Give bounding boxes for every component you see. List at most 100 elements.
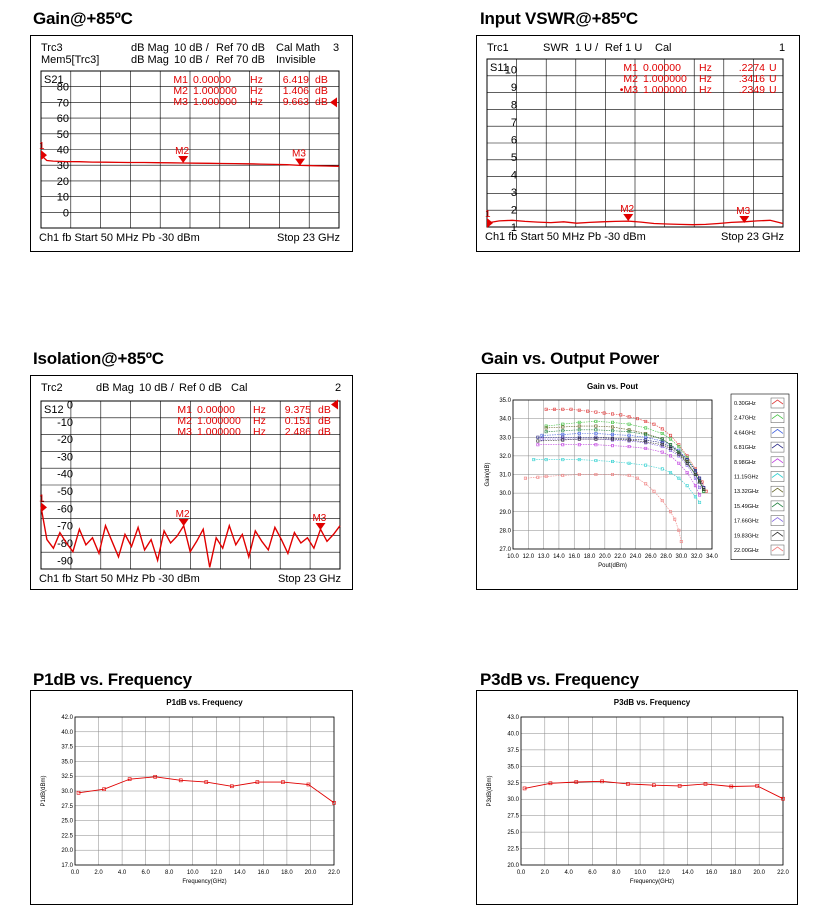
legend-swatch-box <box>770 500 785 512</box>
marker-label: M3 <box>312 513 326 524</box>
marker-name: M2 <box>623 73 638 85</box>
data-point <box>693 476 697 480</box>
trace-name: S21 <box>44 74 64 86</box>
vswr-title: Input VSWR@+85ºC <box>480 9 638 28</box>
header-text: Trc2 <box>41 382 63 394</box>
x-tick-label: 20.0 <box>599 554 611 560</box>
marker-1-label: 1 <box>39 141 45 152</box>
data-point <box>669 433 673 437</box>
x-tick-label: 34.0 <box>706 554 718 560</box>
data-point <box>281 780 285 784</box>
header-text: Ref 1 U <box>605 42 642 54</box>
y-tick-label: 20 <box>57 176 69 188</box>
y-tick-label: 25.0 <box>507 830 519 836</box>
data-point <box>178 778 183 783</box>
data-point <box>611 459 615 463</box>
legend-entry-label: 0.30GHz <box>734 401 756 407</box>
data-point <box>561 432 565 436</box>
marker-value-unit: U <box>769 84 777 96</box>
data-point <box>544 407 548 411</box>
data-point <box>702 487 706 491</box>
plot-title: P1dB vs. Frequency <box>166 698 243 707</box>
y-tick-label: 35.0 <box>61 759 73 765</box>
data-point <box>594 443 598 447</box>
y-tick-label: 32.0 <box>499 454 511 460</box>
series-line <box>537 444 700 496</box>
data-point <box>544 426 548 430</box>
marker-label: M2 <box>176 509 190 520</box>
x-tick-label: 0.0 <box>71 870 80 876</box>
data-point <box>698 480 702 484</box>
x-tick-label: 10.0 <box>634 870 646 876</box>
data-point <box>660 427 664 431</box>
marker-1-triangle <box>487 217 493 228</box>
series-line <box>524 780 784 800</box>
data-point <box>569 407 573 411</box>
legend-swatch-box <box>770 530 785 541</box>
y-tick-label: 0 <box>63 207 69 219</box>
y-tick-label: 3 <box>511 187 517 199</box>
data-point <box>677 461 681 465</box>
y-tick-label: 28.0 <box>499 528 511 534</box>
data-point <box>644 438 648 442</box>
data-point <box>627 430 631 434</box>
header-text: dB Mag <box>131 42 169 54</box>
legend-swatch-box <box>770 485 785 497</box>
data-point <box>685 461 689 465</box>
x-axis-label: Pout(dBm) <box>598 563 627 569</box>
plot-frame <box>74 716 335 866</box>
data-point <box>652 489 656 493</box>
y-tick-label: 31.0 <box>499 473 511 479</box>
data-point <box>332 801 336 805</box>
legend-swatch-box <box>770 456 785 468</box>
plot-title: P3dB vs. Frequency <box>614 698 691 707</box>
marker-name: M1 <box>623 62 638 74</box>
y-tick-label: 32.5 <box>61 774 73 780</box>
data-point <box>536 443 540 447</box>
data-point <box>660 445 664 449</box>
marker-value-unit: dB <box>315 96 328 108</box>
footer-left: Ch1 fb Start 50 MHz Pb -30 dBm <box>39 573 200 585</box>
y-tick-label: 2 <box>511 205 517 217</box>
marker-freq-unit: Hz <box>253 426 266 438</box>
data-point <box>577 428 581 432</box>
data-point <box>635 417 639 421</box>
x-tick-label: 6.0 <box>141 870 150 876</box>
data-point <box>600 779 604 784</box>
header-text: SWR <box>543 42 569 54</box>
marker-name: M1 <box>173 74 188 86</box>
data-point <box>522 786 527 791</box>
data-point <box>561 473 565 477</box>
x-tick-label: 8.0 <box>612 870 621 876</box>
plot-title: Gain vs. Pout <box>587 382 638 391</box>
marker-value-unit: dB <box>315 85 328 97</box>
marker-name: M2 <box>177 415 192 427</box>
x-tick-label: 16.0 <box>706 870 718 876</box>
y-tick-label: 25.0 <box>61 819 73 825</box>
marker-triangle <box>178 519 189 527</box>
legend-swatch <box>771 473 784 478</box>
y-tick-label: 22.5 <box>507 847 519 853</box>
data-point <box>561 425 565 429</box>
x-tick-label: 10.0 <box>507 554 519 560</box>
y-tick-label: -40 <box>57 469 73 481</box>
isolation-panel: Trc2 dB Mag 10 dB / Ref 0 dB Cal 2 S12 0 -10 -20 -… <box>30 375 353 590</box>
data-point <box>532 458 536 462</box>
marker-freq-unit: Hz <box>250 96 263 108</box>
legend-swatch-box <box>770 544 785 556</box>
data-point <box>660 437 664 441</box>
header-text: Mem5[Trc3] <box>41 54 99 66</box>
data-point <box>611 429 615 433</box>
marker-name: M2 <box>173 85 188 97</box>
x-tick-label: 18.0 <box>281 870 293 876</box>
legend-swatch <box>771 502 784 508</box>
footer-right: Stop 23 GHz <box>721 231 784 243</box>
series-line <box>533 459 700 503</box>
marker-value: 0.151 <box>285 415 311 427</box>
data-point <box>673 517 677 521</box>
x-tick-label: 22.0 <box>328 870 340 876</box>
header-text: Trc3 <box>41 42 63 54</box>
x-tick-label: 13.0 <box>538 554 550 560</box>
y-tick-label: 10 <box>505 65 517 77</box>
marker-freq-unit: Hz <box>699 62 712 74</box>
